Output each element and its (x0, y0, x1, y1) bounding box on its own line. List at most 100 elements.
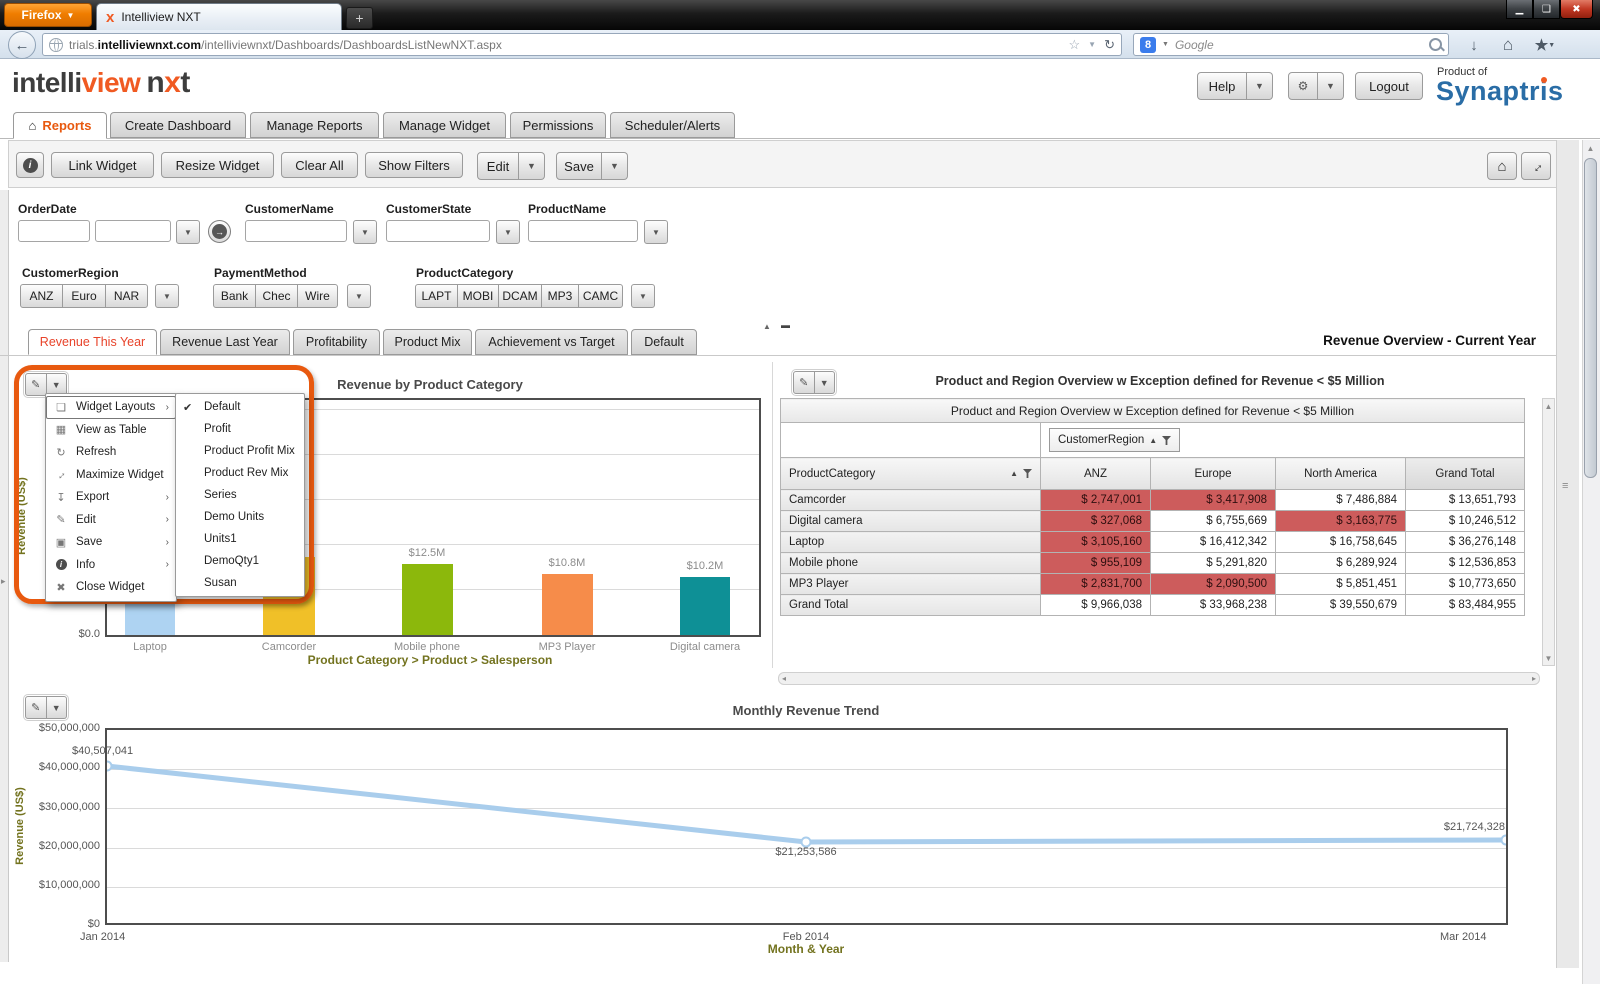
menu-item-refresh[interactable]: ↻ Refresh (46, 441, 176, 464)
trend-widget-options-button[interactable]: ✎ ▼ (24, 695, 68, 720)
tab-manage-widget[interactable]: Manage Widget (383, 112, 506, 138)
menu-item-maximize-widget[interactable]: ↔ Maximize Widget (52, 466, 164, 483)
window-minimize-button[interactable]: ▁ (1506, 0, 1533, 19)
customername-input[interactable] (245, 220, 347, 242)
tab-reports[interactable]: ⌂ Reports (13, 112, 107, 139)
new-tab-button[interactable]: + (346, 7, 373, 29)
bar-digital-camera[interactable] (680, 577, 730, 635)
dash-tab-product-mix[interactable]: Product Mix (383, 329, 472, 355)
filter-funnel-icon[interactable] (1023, 469, 1032, 478)
row-label[interactable]: MP3 Player (780, 573, 1041, 595)
window-maximize-button[interactable]: ❑ (1533, 0, 1560, 19)
category-option-lapt[interactable]: LAPT (415, 284, 458, 308)
submenu-item-demo-units[interactable]: Demo Units (204, 511, 265, 523)
tab-scheduler-alerts[interactable]: Scheduler/Alerts (610, 112, 735, 138)
scroll-up-icon[interactable]: ▲ (1544, 401, 1553, 411)
browser-tab[interactable]: x Intelliview NXT (96, 3, 342, 30)
bar-mobile-phone[interactable] (402, 564, 453, 635)
help-button[interactable]: Help (1197, 72, 1247, 100)
region-option-anz[interactable]: ANZ (20, 284, 63, 308)
productcategory-dropdown-button[interactable]: ▼ (631, 284, 655, 308)
menu-item-view-as-table[interactable]: ▦ View as Table (55, 423, 147, 437)
customerstate-dropdown-button[interactable]: ▼ (496, 220, 520, 244)
paymentmethod-dropdown-button[interactable]: ▼ (347, 284, 371, 308)
edit-dropdown-button[interactable]: ▼ (519, 152, 545, 180)
collapse-panel-icon[interactable]: ▲ (763, 322, 771, 331)
customerstate-input[interactable] (386, 220, 490, 242)
row-label[interactable]: Laptop (780, 531, 1041, 553)
splitter-handle-icon[interactable]: ▬ (781, 320, 790, 330)
menu-item-edit[interactable]: ✎ Edit › (46, 509, 176, 532)
downloads-icon[interactable]: ↓ (1470, 36, 1478, 54)
data-point-feb[interactable] (800, 836, 812, 848)
menu-item-export[interactable]: ↧ Export › (46, 486, 176, 509)
pivot-vertical-scrollbar[interactable]: ▲ ▼ (1542, 398, 1555, 666)
tab-permissions[interactable]: Permissions (510, 112, 606, 138)
data-point-mar[interactable] (1500, 834, 1507, 846)
data-point-jan[interactable] (107, 760, 113, 772)
submenu-item-series[interactable]: Series (204, 489, 237, 501)
orderdate-apply-button[interactable]: → (208, 220, 231, 243)
link-widget-button[interactable]: Link Widget (51, 152, 154, 178)
category-option-mp3[interactable]: MP3 (541, 284, 579, 308)
column-header-grand-total[interactable]: Grand Total (1405, 457, 1525, 490)
save-dropdown-button[interactable]: ▼ (602, 152, 628, 180)
submenu-item-demoqty1[interactable]: DemoQty1 (204, 555, 259, 567)
search-box[interactable]: 8 ▼ Google (1133, 33, 1449, 56)
info-toolbar-button[interactable]: i (16, 152, 44, 178)
category-option-mobi[interactable]: MOBI (457, 284, 499, 308)
row-label[interactable]: Digital camera (780, 510, 1041, 532)
filter-funnel-icon[interactable] (1162, 435, 1172, 445)
url-dropdown-icon[interactable]: ▼ (1088, 40, 1097, 49)
productname-input[interactable] (528, 220, 638, 242)
scroll-right-icon[interactable]: ▸ (1531, 674, 1536, 683)
menu-item-widget-layouts[interactable]: ❏ Widget Layouts › (46, 396, 176, 419)
payment-option-bank[interactable]: Bank (213, 284, 256, 308)
productname-dropdown-button[interactable]: ▼ (644, 220, 668, 244)
page-scrollbar-thumb[interactable] (1584, 158, 1597, 478)
orderdate-from-input[interactable] (18, 220, 90, 242)
dash-tab-revenue-last-year[interactable]: Revenue Last Year (160, 329, 290, 355)
url-bar[interactable]: trials.intelliviewnxt.com/intelliviewnxt… (42, 33, 1122, 56)
sort-asc-icon[interactable]: ▲ (1010, 469, 1018, 478)
submenu-item-profit[interactable]: Profit (204, 423, 231, 435)
show-filters-button[interactable]: Show Filters (365, 152, 463, 178)
submenu-item-product-rev-mix[interactable]: Product Rev Mix (204, 467, 289, 479)
tab-create-dashboard[interactable]: Create Dashboard (110, 112, 246, 138)
edit-button[interactable]: Edit (477, 152, 519, 180)
bar-mp3-player[interactable] (542, 574, 593, 635)
menu-item-info[interactable]: i Info › (46, 554, 176, 577)
menu-item-close-widget[interactable]: ✖ Close Widget (46, 576, 176, 599)
menu-item-save[interactable]: ▣ Save › (55, 536, 169, 549)
settings-dropdown-button[interactable]: ▼ (1318, 72, 1344, 100)
column-header-europe[interactable]: Europe (1150, 457, 1276, 490)
help-dropdown-button[interactable]: ▼ (1247, 72, 1273, 100)
orderdate-dropdown-button[interactable]: ▼ (176, 220, 200, 244)
sort-asc-icon[interactable]: ▲ (1149, 435, 1158, 445)
back-button[interactable]: ← (8, 31, 36, 59)
submenu-item-units1[interactable]: Units1 (204, 533, 237, 545)
logout-button[interactable]: Logout (1355, 72, 1423, 100)
submenu-item-susan[interactable]: Susan (204, 577, 237, 589)
category-option-camc[interactable]: CAMC (578, 284, 623, 308)
pivot-widget-options-button[interactable]: ✎ ▼ (792, 370, 836, 395)
customerregion-dropdown-button[interactable]: ▼ (155, 284, 179, 308)
reload-icon[interactable]: ↻ (1104, 36, 1115, 52)
region-option-euro[interactable]: Euro (62, 284, 106, 308)
row-label[interactable]: Camcorder (780, 489, 1041, 511)
customerregion-header-button[interactable]: CustomerRegion ▲ (1049, 428, 1181, 452)
splitter-grip-icon[interactable]: ≡ (1562, 480, 1569, 492)
productcategory-header-cell[interactable]: ProductCategory ▲ (780, 457, 1041, 490)
resize-widget-button[interactable]: Resize Widget (161, 152, 274, 178)
bookmark-star-icon[interactable]: ☆ (1068, 36, 1081, 52)
payment-option-wire[interactable]: Wire (297, 284, 338, 308)
dash-tab-achievement-vs-target[interactable]: Achievement vs Target (475, 329, 628, 355)
firefox-menu-button[interactable]: Firefox ▼ (4, 3, 92, 27)
search-icon[interactable] (1429, 38, 1442, 51)
scroll-up-icon[interactable]: ▲ (1586, 143, 1595, 153)
dash-tab-profitability[interactable]: Profitability (293, 329, 380, 355)
save-button[interactable]: Save (556, 152, 602, 180)
submenu-item-default[interactable]: ✔ Default (183, 401, 241, 414)
dash-tab-default[interactable]: Default (631, 329, 697, 355)
window-close-button[interactable]: ✖ (1560, 0, 1593, 19)
